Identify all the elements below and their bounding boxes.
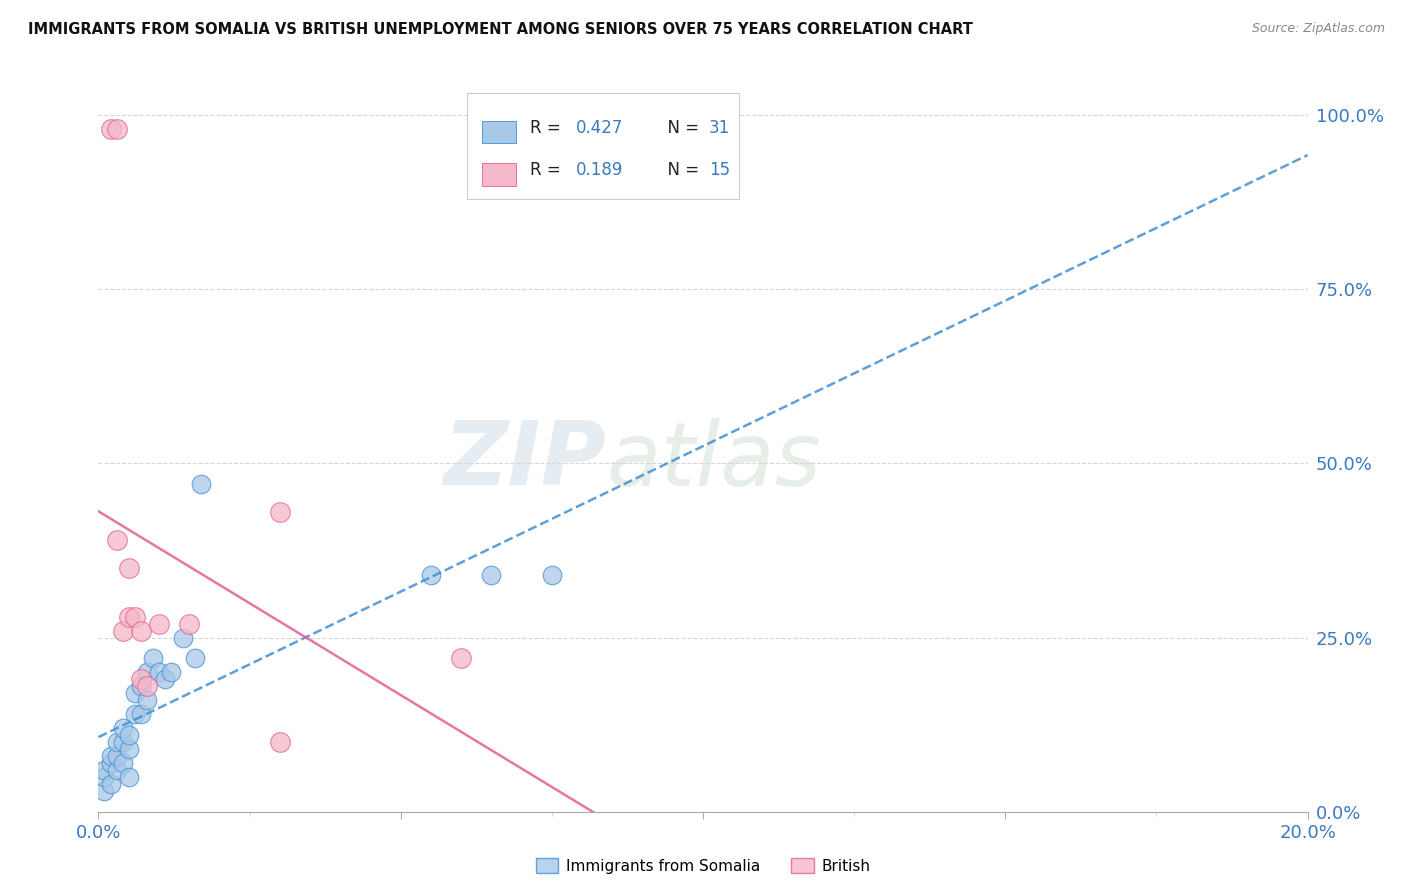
Point — [129, 707, 152, 722]
Point — [129, 679, 152, 693]
Point — [93, 763, 115, 777]
Point — [129, 673, 152, 687]
Point — [118, 561, 141, 575]
Point — [184, 651, 207, 665]
Point — [105, 749, 128, 764]
Text: ZIP: ZIP — [443, 417, 606, 504]
Text: atlas: atlas — [606, 417, 821, 504]
Point — [135, 693, 157, 707]
Point — [93, 784, 115, 798]
Point — [135, 665, 157, 680]
Point — [160, 665, 183, 680]
Point — [111, 721, 134, 735]
Point — [148, 665, 170, 680]
Point — [111, 735, 134, 749]
Point — [481, 567, 503, 582]
Point — [129, 624, 152, 638]
Point — [100, 749, 122, 764]
Text: N =: N = — [657, 119, 704, 136]
Point — [124, 707, 146, 722]
Point — [100, 777, 122, 791]
Point — [269, 505, 291, 519]
Point — [540, 567, 562, 582]
Point — [124, 609, 146, 624]
FancyBboxPatch shape — [482, 120, 516, 144]
FancyBboxPatch shape — [467, 93, 740, 199]
Text: 0.427: 0.427 — [576, 119, 623, 136]
Point — [118, 742, 141, 756]
Point — [118, 728, 141, 742]
Point — [142, 651, 165, 665]
Point — [124, 686, 146, 700]
Point — [172, 631, 194, 645]
Point — [100, 756, 122, 770]
Point — [269, 735, 291, 749]
Point — [450, 651, 472, 665]
Point — [179, 616, 201, 631]
Text: Source: ZipAtlas.com: Source: ZipAtlas.com — [1251, 22, 1385, 36]
Text: R =: R = — [530, 161, 567, 178]
Point — [93, 770, 115, 784]
FancyBboxPatch shape — [482, 163, 516, 186]
Text: 15: 15 — [709, 161, 730, 178]
Point — [190, 477, 212, 491]
Point — [111, 624, 134, 638]
Point — [118, 609, 141, 624]
Point — [420, 567, 443, 582]
Text: IMMIGRANTS FROM SOMALIA VS BRITISH UNEMPLOYMENT AMONG SENIORS OVER 75 YEARS CORR: IMMIGRANTS FROM SOMALIA VS BRITISH UNEMP… — [28, 22, 973, 37]
Point — [148, 616, 170, 631]
Point — [100, 122, 122, 136]
Point — [105, 763, 128, 777]
Text: N =: N = — [657, 161, 704, 178]
Point — [105, 122, 128, 136]
Text: R =: R = — [530, 119, 567, 136]
Point — [135, 679, 157, 693]
Text: 31: 31 — [709, 119, 730, 136]
Point — [105, 735, 128, 749]
Text: 0.189: 0.189 — [576, 161, 623, 178]
Legend: Immigrants from Somalia, British: Immigrants from Somalia, British — [530, 852, 876, 880]
Point — [153, 673, 176, 687]
Point — [118, 770, 141, 784]
Point — [111, 756, 134, 770]
Point — [105, 533, 128, 547]
